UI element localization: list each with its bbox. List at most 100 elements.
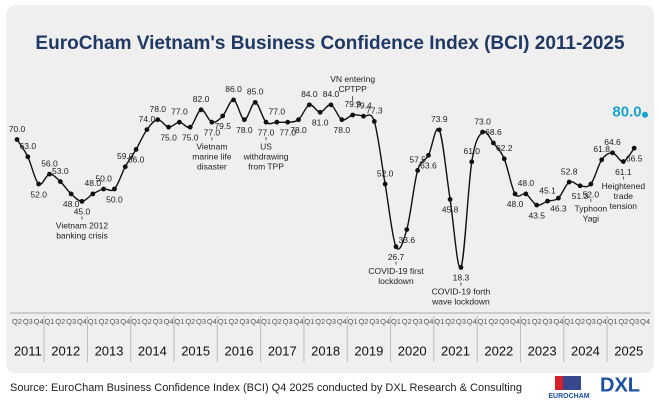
value-label: 86.0 [225, 84, 242, 94]
x-tick-label: Q4 [337, 317, 347, 326]
point [631, 145, 637, 151]
point [209, 119, 215, 125]
value-label: 53.0 [52, 166, 69, 176]
year-label: 2016 [225, 343, 254, 358]
source: Source: EuroCham Business Confidence Ind… [10, 382, 522, 394]
point [415, 168, 421, 173]
point [599, 157, 605, 163]
value-label: 78.0 [236, 125, 253, 135]
x-tick-label: Q2 [488, 317, 498, 326]
point [642, 111, 648, 118]
value-label: 26.7 [388, 252, 405, 262]
point [263, 119, 269, 125]
point [523, 191, 529, 197]
point [404, 227, 410, 232]
point [458, 265, 464, 270]
x-tick-label: Q3 [239, 317, 249, 326]
x-tick-label: Q2 [358, 317, 368, 326]
x-tick-label: Q2 [185, 317, 195, 326]
point [317, 109, 323, 115]
point [241, 117, 247, 123]
value-label: 48.0 [85, 178, 102, 188]
x-tick-label: Q2 [315, 317, 325, 326]
point [101, 186, 107, 192]
value-label: 79.5 [214, 121, 231, 131]
x-tick-label: Q4 [34, 317, 44, 326]
value-label: 74.0 [139, 114, 156, 124]
value-label: 66.0 [128, 155, 145, 165]
point [177, 119, 182, 125]
point [274, 119, 280, 125]
point [436, 127, 442, 133]
value-label: 73.9 [431, 114, 448, 124]
value-label: 52.0 [30, 189, 47, 199]
x-tick-label: Q4 [77, 317, 87, 326]
value-label: 77.0 [171, 106, 188, 116]
x-tick-label: Q4 [640, 317, 650, 326]
value-label: 52.8 [561, 166, 578, 176]
annotation: tension [610, 201, 638, 211]
x-tick-label: Q3 [66, 317, 76, 326]
value-label: 77.3 [366, 106, 383, 116]
annotation: Vietnam 2012 [56, 221, 109, 231]
point [144, 127, 150, 132]
annotation: Yagi [583, 213, 599, 223]
value-label: 45.0 [74, 207, 91, 217]
x-tick-label: Q4 [164, 317, 174, 326]
annotation: COVID-19 first [368, 266, 424, 276]
point [155, 117, 161, 123]
point [512, 191, 518, 197]
x-tick-label: Q2 [272, 317, 282, 326]
point [68, 191, 74, 197]
point [187, 124, 193, 130]
panel [6, 5, 654, 373]
value-label: 66.5 [626, 153, 643, 163]
value-label: 78.0 [334, 125, 351, 135]
value-label: 79.9 [344, 99, 361, 109]
x-tick-label: Q1 [131, 317, 141, 326]
x-tick-label: Q3 [109, 317, 119, 326]
annotation: CPTPP [338, 84, 367, 94]
x-tick-label: Q2 [575, 317, 585, 326]
value-label: 62.2 [496, 143, 513, 153]
point [426, 152, 431, 158]
point [577, 183, 583, 189]
value-label: 79.4 [355, 100, 372, 110]
year-label: 2014 [138, 343, 167, 358]
point [610, 150, 615, 156]
x-tick-label: Q2 [402, 317, 412, 326]
value-label: 51.3 [572, 191, 589, 201]
point [90, 191, 96, 197]
year-label: 2011 [14, 343, 42, 358]
year-label: 2015 [181, 343, 210, 358]
x-tick-label: Q4 [380, 317, 390, 326]
point [79, 198, 85, 204]
value-label: 70.0 [9, 124, 26, 134]
x-tick-label: Q3 [283, 317, 293, 326]
x-tick-label: Q1 [304, 317, 314, 326]
value-label: 52.0 [583, 189, 600, 199]
point [469, 159, 475, 165]
value-label: 56.0 [41, 158, 58, 168]
value-label: 61.1 [615, 167, 632, 177]
point [36, 181, 42, 187]
point [382, 181, 388, 187]
x-tick-label: Q4 [467, 317, 477, 326]
point [231, 97, 236, 103]
point [122, 164, 128, 170]
value-label: 57.5 [409, 155, 426, 165]
point [491, 140, 496, 146]
logo-text: DXL [600, 374, 640, 396]
value-label: 45.8 [442, 205, 459, 215]
point [361, 113, 366, 119]
value-label: 61.8 [593, 144, 610, 154]
year-label: 2012 [51, 343, 80, 358]
x-tick-label: Q1 [391, 317, 401, 326]
annotation: COVID-19 forth [432, 287, 491, 297]
x-tick-label: Q2 [532, 317, 542, 326]
value-label: 63.6 [420, 161, 437, 171]
x-tick-label: Q4 [553, 317, 563, 326]
value-label: 45.1 [539, 185, 556, 195]
annotation: lockdown [378, 276, 414, 286]
